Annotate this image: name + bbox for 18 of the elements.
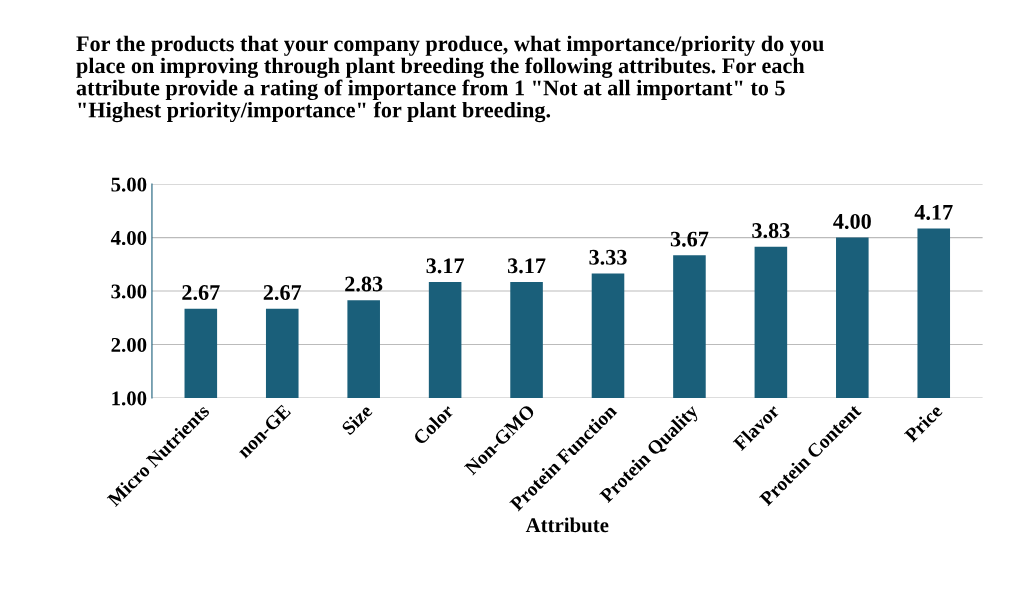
data-label: 2.83 <box>345 276 383 292</box>
data-label: 3.17 <box>507 258 546 274</box>
data-label: 2.67 <box>263 285 302 301</box>
y-tick-label: 4.00 <box>110 230 147 246</box>
data-label: 4.17 <box>914 204 953 220</box>
data-label: 4.00 <box>833 213 871 230</box>
y-tick-label: 5.00 <box>111 177 147 192</box>
data-label: 3.67 <box>670 231 709 247</box>
x-tick-label: Size <box>340 403 374 436</box>
data-label: 3.33 <box>589 249 627 265</box>
y-tick-label: 3.00 <box>111 284 147 299</box>
data-label: 2.67 <box>182 285 220 301</box>
y-tick-label: 1.00 <box>112 391 147 406</box>
data-label: 3.17 <box>426 258 465 274</box>
chart-title: For the products that your company produce, what importance/priority do you place on improving through plant breeding the following attributes. For each attribute provide a rating of importance from 1 "Not at all important" to 5 "Highest priority/importance" for plant breeding. <box>76 35 824 123</box>
y-tick-label: 2.00 <box>111 337 147 353</box>
data-label: 3.83 <box>752 223 790 239</box>
x-axis-title: Attribute <box>525 517 609 533</box>
